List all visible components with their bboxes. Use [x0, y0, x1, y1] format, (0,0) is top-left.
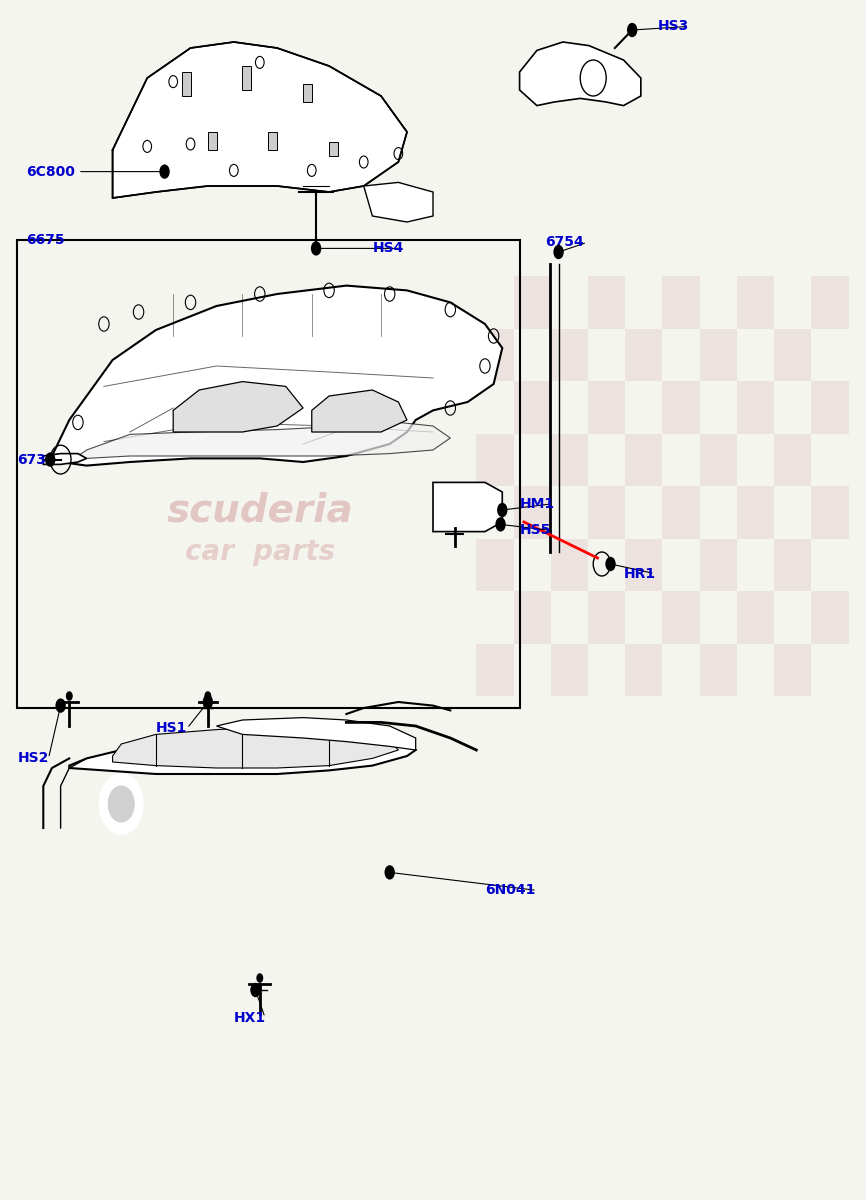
Bar	[625, 433, 662, 486]
Circle shape	[629, 25, 636, 35]
Circle shape	[256, 973, 263, 983]
Circle shape	[250, 983, 261, 997]
Bar	[17, 240, 520, 708]
Bar	[514, 276, 551, 329]
Bar	[811, 486, 849, 539]
Text: scuderia: scuderia	[166, 491, 353, 529]
Text: HS3: HS3	[658, 19, 689, 34]
Polygon shape	[69, 726, 416, 774]
Bar	[551, 433, 588, 486]
Bar	[662, 590, 700, 643]
Text: 6C800: 6C800	[26, 164, 74, 179]
Bar	[514, 486, 551, 539]
Circle shape	[66, 691, 73, 701]
Bar	[737, 276, 774, 329]
Polygon shape	[208, 132, 216, 150]
Bar	[700, 643, 737, 696]
Polygon shape	[433, 482, 502, 532]
Bar	[625, 539, 662, 592]
Circle shape	[497, 503, 507, 517]
Circle shape	[605, 557, 616, 571]
Polygon shape	[329, 142, 338, 156]
Polygon shape	[78, 422, 450, 458]
Bar	[662, 382, 700, 433]
Bar	[737, 590, 774, 643]
Bar	[662, 486, 700, 539]
Text: HS5: HS5	[520, 523, 551, 538]
Text: HS4: HS4	[372, 241, 404, 256]
Bar	[476, 539, 514, 592]
Text: HR1: HR1	[624, 566, 656, 581]
Polygon shape	[303, 84, 312, 102]
Bar	[774, 539, 811, 592]
Text: 6730: 6730	[17, 452, 55, 467]
Bar	[774, 433, 811, 486]
Circle shape	[203, 695, 213, 709]
Bar	[476, 329, 514, 382]
Circle shape	[55, 698, 66, 713]
Circle shape	[311, 241, 321, 256]
Bar	[551, 329, 588, 382]
Text: car  parts: car parts	[184, 538, 335, 566]
Polygon shape	[216, 718, 416, 750]
Bar	[700, 433, 737, 486]
Circle shape	[385, 865, 395, 880]
Polygon shape	[242, 66, 251, 90]
Bar	[588, 276, 625, 329]
Bar	[476, 643, 514, 696]
Bar	[551, 643, 588, 696]
Circle shape	[204, 691, 211, 701]
Bar	[700, 329, 737, 382]
Bar	[811, 382, 849, 433]
Text: 6N041: 6N041	[485, 883, 535, 898]
Polygon shape	[520, 42, 641, 106]
Circle shape	[553, 245, 564, 259]
Polygon shape	[52, 286, 502, 466]
Bar	[588, 382, 625, 433]
Polygon shape	[113, 42, 407, 198]
Bar	[588, 590, 625, 643]
Circle shape	[108, 786, 134, 822]
Bar	[476, 433, 514, 486]
Bar	[514, 382, 551, 433]
Bar	[811, 276, 849, 329]
Circle shape	[312, 242, 320, 254]
Polygon shape	[43, 454, 87, 464]
Circle shape	[495, 517, 506, 532]
Polygon shape	[364, 182, 433, 222]
Bar	[774, 329, 811, 382]
Polygon shape	[113, 726, 398, 768]
Bar	[625, 643, 662, 696]
Bar	[737, 486, 774, 539]
Polygon shape	[312, 390, 407, 432]
Bar	[737, 382, 774, 433]
Bar	[551, 539, 588, 592]
Text: HM1: HM1	[520, 497, 555, 511]
Text: HS1: HS1	[156, 721, 187, 736]
Bar	[774, 643, 811, 696]
Circle shape	[627, 23, 637, 37]
Text: 6675: 6675	[26, 233, 65, 247]
Circle shape	[45, 452, 55, 467]
Bar	[588, 486, 625, 539]
Bar	[514, 590, 551, 643]
Bar	[700, 539, 737, 592]
Polygon shape	[268, 132, 277, 150]
Circle shape	[159, 164, 170, 179]
Text: 6754: 6754	[546, 235, 585, 250]
Circle shape	[100, 774, 143, 834]
Bar	[662, 276, 700, 329]
Polygon shape	[173, 382, 303, 432]
Text: HS2: HS2	[17, 751, 48, 766]
Bar	[625, 329, 662, 382]
Polygon shape	[182, 72, 191, 96]
Bar	[811, 590, 849, 643]
Text: HX1: HX1	[234, 1010, 266, 1025]
